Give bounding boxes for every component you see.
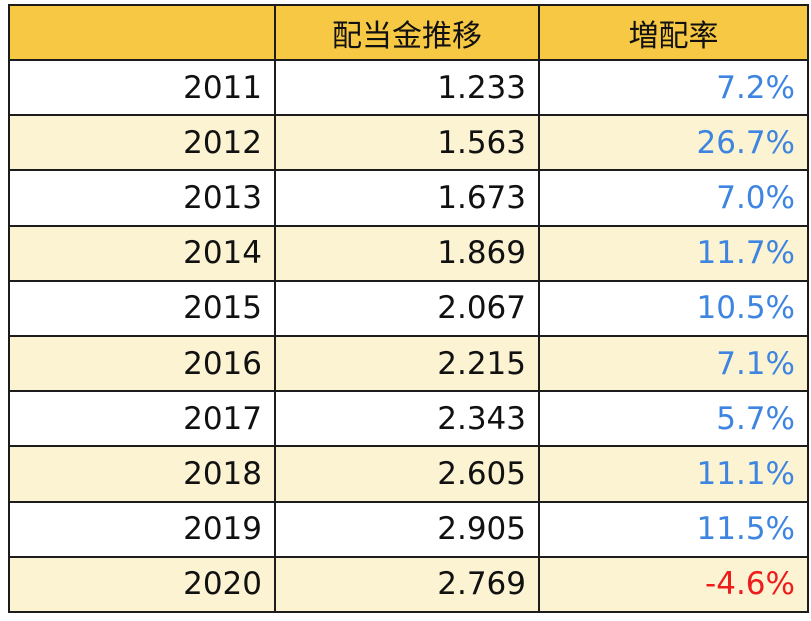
growth-rate-cell: 5.7%	[538, 390, 809, 448]
growth-rate-cell: 10.5%	[538, 279, 809, 337]
dividend-cell: 1.869	[274, 224, 540, 282]
year-cell: 2014	[8, 224, 276, 282]
growth-rate-cell: 7.0%	[538, 169, 809, 227]
growth-rate-cell: 11.7%	[538, 224, 809, 282]
header-row: 配当金推移 増配率	[8, 4, 809, 61]
table-row: 2020 2.769 -4.6%	[8, 555, 809, 614]
year-cell: 2019	[8, 500, 276, 558]
table-row: 2013 1.673 7.0%	[8, 169, 809, 227]
dividend-cell: 2.769	[274, 555, 540, 614]
growth-rate-cell: -4.6%	[538, 555, 809, 614]
table-row: 2016 2.215 7.1%	[8, 334, 809, 393]
header-year	[8, 4, 276, 61]
growth-rate-cell: 7.1%	[538, 334, 809, 393]
dividend-cell: 1.673	[274, 169, 540, 227]
growth-rate-cell: 26.7%	[538, 114, 809, 172]
table-row: 2015 2.067 10.5%	[8, 279, 809, 337]
year-cell: 2015	[8, 279, 276, 337]
dividend-cell: 1.563	[274, 114, 540, 172]
year-cell: 2013	[8, 169, 276, 227]
year-cell: 2012	[8, 114, 276, 172]
dividend-cell: 2.605	[274, 445, 540, 503]
dividend-cell: 2.067	[274, 279, 540, 337]
header-growth-rate: 増配率	[538, 4, 809, 61]
table-row: 2017 2.343 5.7%	[8, 390, 809, 448]
year-cell: 2020	[8, 555, 276, 614]
table-row: 2014 1.869 11.7%	[8, 224, 809, 282]
table-row: 2019 2.905 11.5%	[8, 500, 809, 558]
header-dividend: 配当金推移	[274, 4, 540, 61]
growth-rate-cell: 11.1%	[538, 445, 809, 503]
dividend-cell: 2.343	[274, 390, 540, 448]
dividend-cell: 1.233	[274, 58, 540, 117]
year-cell: 2017	[8, 390, 276, 448]
dividend-history-table: 配当金推移 増配率 2011 1.233 7.2% 2012 1.563 26.7% 201…	[8, 4, 809, 614]
growth-rate-cell: 7.2%	[538, 58, 809, 117]
table-body: 2011 1.233 7.2% 2012 1.563 26.7% 2013 1.673 7.0%…	[8, 58, 809, 614]
dividend-cell: 2.215	[274, 334, 540, 393]
year-cell: 2016	[8, 334, 276, 393]
table-row: 2018 2.605 11.1%	[8, 445, 809, 503]
year-cell: 2011	[8, 58, 276, 117]
growth-rate-cell: 11.5%	[538, 500, 809, 558]
table-row: 2011 1.233 7.2%	[8, 58, 809, 117]
dividend-cell: 2.905	[274, 500, 540, 558]
year-cell: 2018	[8, 445, 276, 503]
table-row: 2012 1.563 26.7%	[8, 114, 809, 172]
